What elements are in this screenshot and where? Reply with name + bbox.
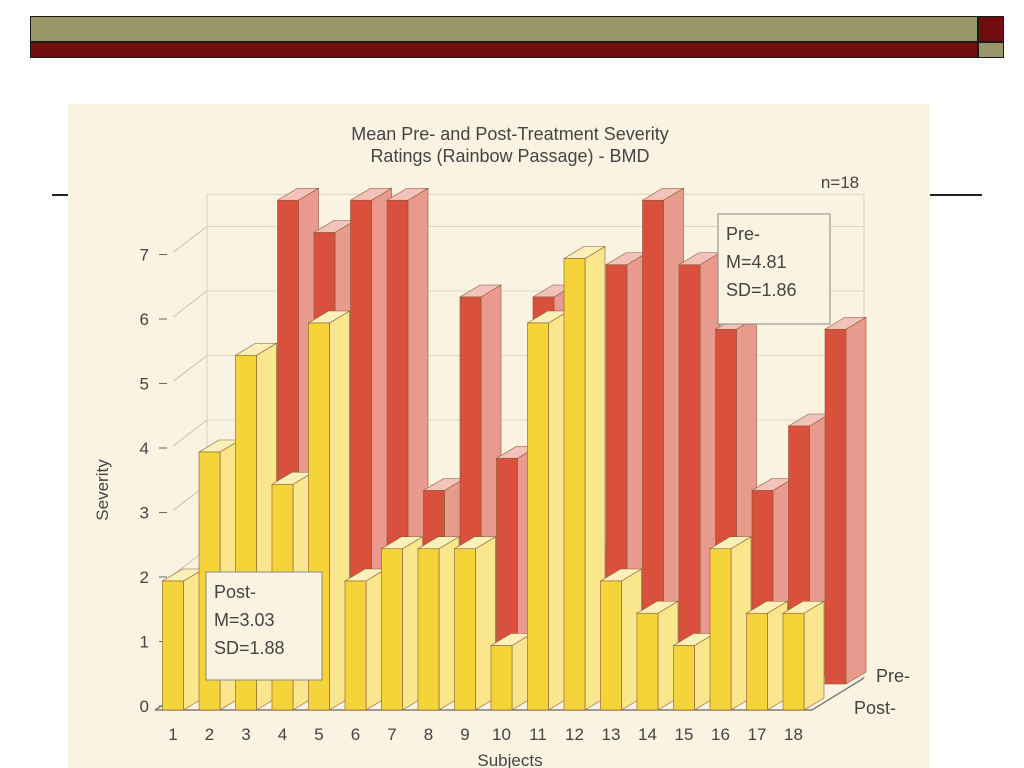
x-tick-label: 13	[602, 725, 621, 744]
bar-side	[845, 316, 867, 685]
x-tick-label: 3	[241, 725, 250, 744]
y-tick-label: 2	[140, 568, 149, 587]
y-axis-label: Severity	[93, 459, 112, 521]
bar-front	[417, 548, 440, 711]
chart-subtitle: Ratings (Rainbow Passage) - BMD	[370, 146, 649, 166]
slide-title-rule-right	[926, 194, 982, 196]
bar-front	[563, 258, 586, 711]
post-bar-1	[161, 568, 205, 711]
chart-annotations: Pre- M=4.81 SD=1.86 Post- M=3.03 SD=1.88	[205, 213, 831, 681]
depth-label-pre: Pre-	[876, 666, 910, 686]
pre-stats-box-line2: M=4.81	[726, 252, 787, 272]
slide-title-rule-left	[52, 194, 74, 196]
x-tick-label: 4	[278, 725, 287, 744]
post-stats-box-line1: Post-	[214, 582, 256, 602]
post-stats-box-line3: SD=1.88	[214, 638, 285, 658]
x-tick-label: 11	[529, 725, 547, 744]
post-bar-10	[489, 632, 534, 711]
bar-front	[636, 612, 659, 711]
post-series-bars	[161, 245, 826, 711]
post-stats-box: Post- M=3.03 SD=1.88	[205, 571, 323, 681]
bar-front	[709, 548, 732, 711]
x-tick-label: 15	[675, 725, 694, 744]
bar-front	[824, 328, 847, 685]
post-bar-18	[781, 600, 826, 711]
slide-header-olive-square	[978, 42, 1004, 58]
floor-right-edge	[811, 677, 865, 711]
post-bar-6	[343, 568, 388, 711]
x-axis-label: Subjects	[477, 751, 542, 768]
pre-stats-box: Pre- M=4.81 SD=1.86	[717, 213, 831, 325]
side-gridline	[172, 290, 208, 318]
post-bar-8	[416, 536, 461, 711]
x-tick-label: 12	[565, 725, 584, 744]
bar-front	[600, 580, 622, 711]
post-bar-14	[635, 600, 680, 711]
bar-front	[381, 548, 403, 711]
x-tick-label: 16	[711, 725, 730, 744]
y-tick-label: 1	[140, 633, 149, 652]
x-tick-label: 9	[460, 725, 469, 744]
chart-figure: Pre- M=4.81 SD=1.86 Post- M=3.03 SD=1.88 Mean…	[68, 104, 930, 768]
pre-stats-box-line1: Pre-	[726, 224, 760, 244]
post-bar-17	[745, 600, 789, 711]
post-bar-7	[380, 536, 424, 711]
bar-front	[746, 612, 768, 711]
slide-header-maroon-band	[30, 42, 978, 58]
bar-front	[673, 645, 695, 711]
post-bar-9	[453, 536, 497, 711]
chart-title: Mean Pre- and Post-Treatment Severity	[351, 124, 668, 144]
side-gridline	[172, 355, 208, 382]
post-bar-16	[708, 536, 753, 711]
y-tick-label: 0	[140, 697, 149, 716]
post-bar-15	[672, 632, 716, 711]
pre-bar-18	[823, 316, 868, 685]
bar-side	[803, 600, 825, 711]
pre-bar-5	[349, 187, 393, 685]
x-tick-label: 18	[784, 725, 803, 744]
y-tick-label: 3	[140, 504, 149, 523]
x-tick-label: 8	[424, 725, 433, 744]
slide-header-maroon-square	[978, 16, 1004, 42]
bar-front	[344, 580, 367, 711]
x-tick-label: 1	[168, 725, 177, 744]
side-gridline	[172, 419, 208, 447]
bar-front	[782, 612, 805, 711]
y-tick-label: 4	[140, 439, 149, 458]
post-bar-12	[562, 245, 607, 711]
x-tick-label: 6	[351, 725, 360, 744]
y-tick-label: 7	[140, 246, 149, 265]
bar-front	[454, 548, 476, 711]
bar-front	[527, 322, 549, 711]
bar-front	[678, 264, 701, 685]
pre-stats-box-frame	[717, 213, 831, 325]
depth-label-post: Post-	[854, 698, 896, 718]
x-tick-label: 5	[314, 725, 323, 744]
y-tick-label: 5	[140, 375, 149, 394]
post-stats-box-line2: M=3.03	[214, 610, 275, 630]
x-tick-label: 7	[387, 725, 396, 744]
x-tick-label: 17	[748, 725, 767, 744]
chart-text: Mean Pre- and Post-Treatment Severity Ra…	[93, 124, 910, 768]
pre-stats-box-line3: SD=1.86	[726, 280, 797, 300]
post-bar-11	[526, 310, 570, 711]
bar-front	[490, 645, 513, 711]
x-tick-label: 2	[205, 725, 214, 744]
bar-chart: Pre- M=4.81 SD=1.86 Post- M=3.03 SD=1.88 Mean…	[93, 124, 910, 768]
bar-front	[162, 580, 184, 711]
slide-header-olive-band	[30, 16, 978, 42]
y-tick-label: 6	[140, 310, 149, 329]
x-tick-label: 10	[492, 725, 511, 744]
x-tick-label: 14	[638, 725, 657, 744]
post-stats-box-frame	[205, 571, 323, 681]
sample-size-label: n=18	[821, 173, 859, 192]
pre-bar-13	[641, 187, 685, 685]
side-gridline	[172, 226, 208, 253]
post-bar-13	[599, 568, 643, 711]
